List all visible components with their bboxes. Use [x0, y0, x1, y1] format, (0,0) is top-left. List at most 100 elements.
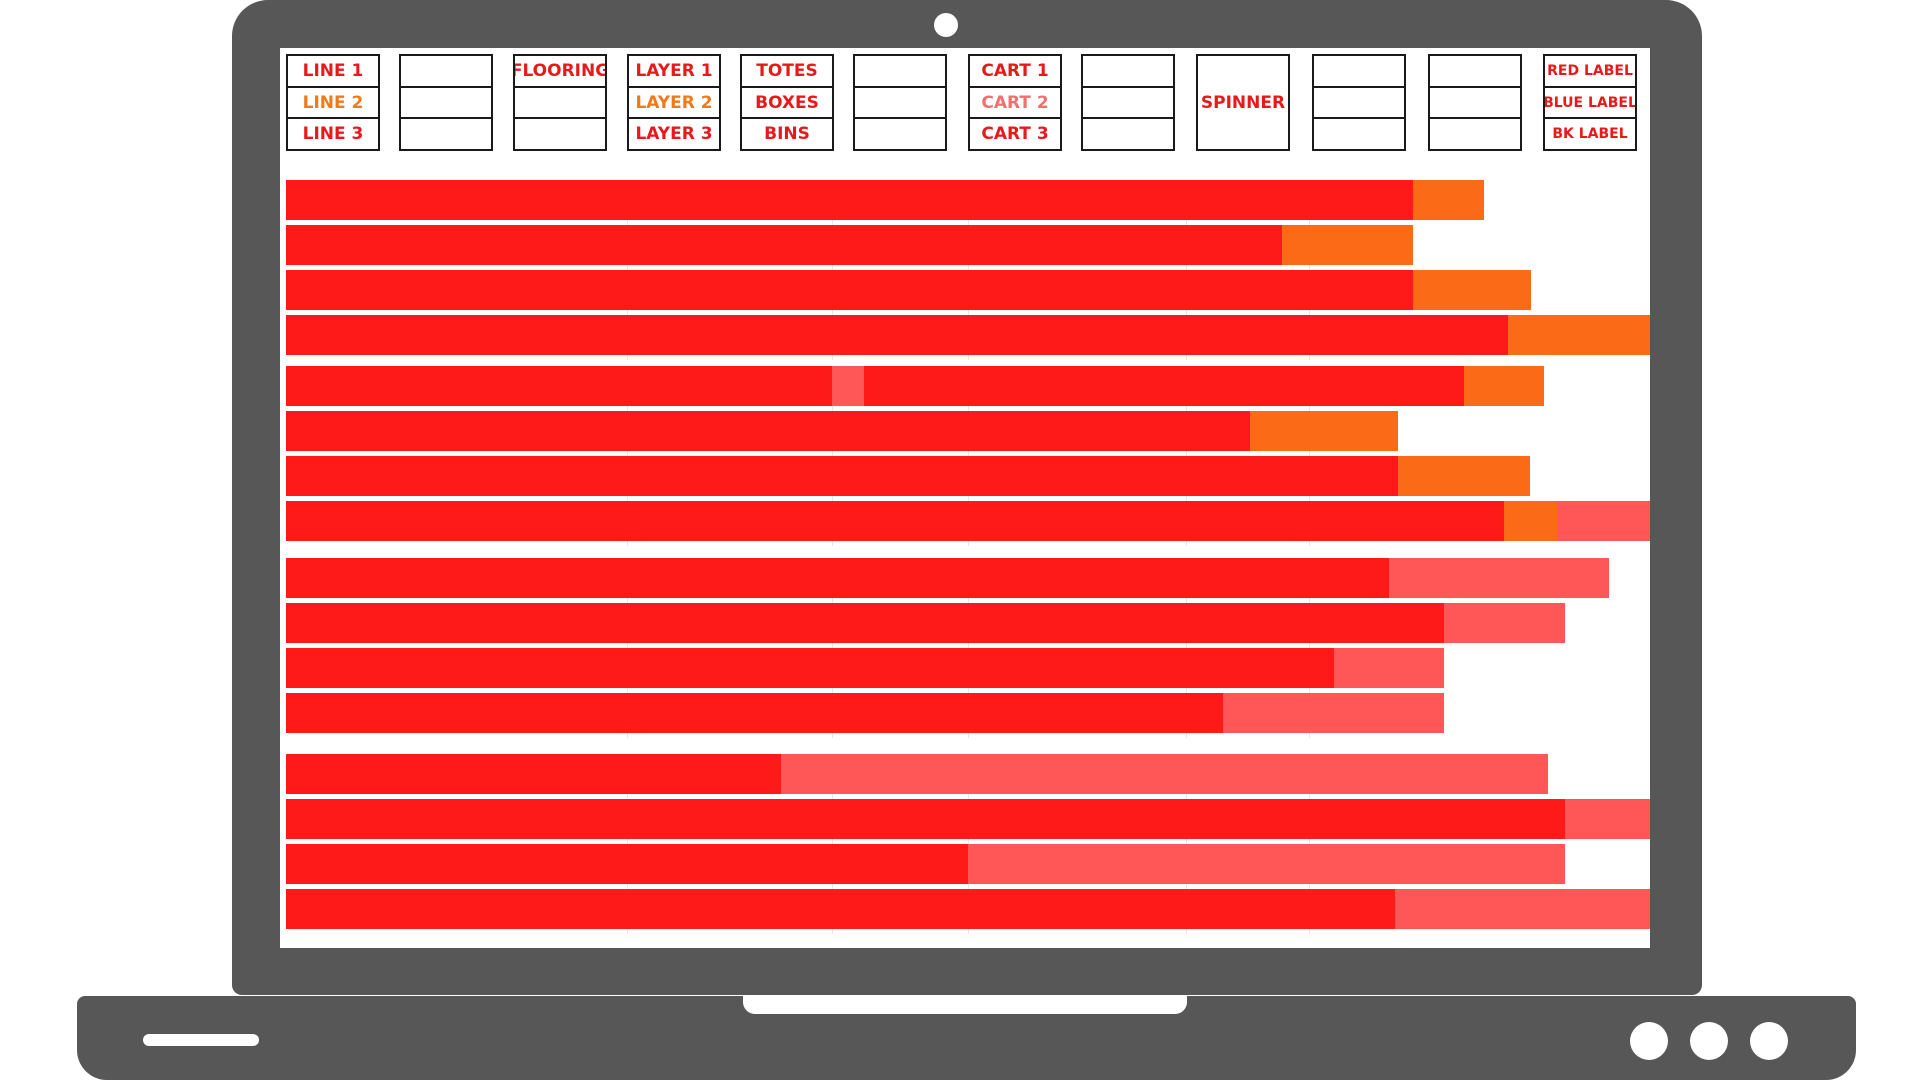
header-label: LINE 1 [288, 56, 378, 88]
progress-segment-salmon [1444, 603, 1566, 643]
progress-segment-red [286, 411, 1251, 451]
progress-segment-orange [1508, 315, 1650, 355]
progress-segment-red [286, 754, 782, 794]
header-empty-cell [515, 119, 605, 149]
header-empty-cell [1430, 119, 1520, 149]
header-empty-cell [1430, 56, 1520, 88]
indicator-dot-icon [1750, 1022, 1788, 1060]
header-empty-cell [515, 88, 605, 120]
header-label: LINE 3 [302, 124, 364, 145]
progress-segment-red [286, 603, 1445, 643]
progress-segment-red [286, 270, 1413, 310]
empty-box-3 [1081, 54, 1175, 151]
header-empty-cell [401, 56, 491, 88]
progress-segment-salmon [1223, 693, 1445, 733]
progress-segment-red [286, 366, 832, 406]
progress-segment-red [286, 693, 1224, 733]
progress-segment-orange [1250, 411, 1398, 451]
header-label: RED LABEL [1545, 56, 1635, 88]
webcam-icon [934, 13, 958, 37]
progress-row [286, 411, 1650, 451]
header-empty-cell [1198, 118, 1288, 149]
progress-segment-orange [1464, 366, 1544, 406]
header-label: LAYER 2 [629, 88, 719, 120]
labels-box: RED LABEL BLUE LABEL BK LABEL [1543, 54, 1637, 151]
header-label: CART 3 [981, 124, 1049, 145]
header-empty-cell [401, 119, 491, 149]
header-empty-cell [1314, 88, 1404, 120]
containers-box: TOTES BOXES BINS [740, 54, 834, 151]
vent-slot-icon [143, 1034, 259, 1046]
progress-segment-red [286, 315, 1509, 355]
header-label: SPINNER [1200, 92, 1286, 113]
header-label: CART 2 [970, 88, 1060, 120]
progress-segment-red [286, 456, 1398, 496]
header-empty-cell [855, 88, 945, 120]
progress-row [286, 603, 1650, 643]
header-empty-cell [1314, 119, 1404, 149]
progress-segment-orange [1412, 270, 1532, 310]
progress-row [286, 225, 1650, 265]
progress-segment-salmon [968, 844, 1566, 884]
header-label: LAYER 1 [629, 56, 719, 88]
progress-bars-area [280, 48, 1650, 948]
header-label: BK LABEL [1552, 126, 1628, 143]
carts-box: CART 1 CART 2 CART 3 [968, 54, 1062, 151]
progress-row [286, 754, 1650, 794]
progress-row [286, 648, 1650, 688]
progress-segment-salmon [1565, 799, 1650, 839]
progress-segment-salmon [831, 366, 865, 406]
header-empty-cell [1083, 88, 1173, 120]
progress-segment-red [286, 889, 1395, 929]
progress-row [286, 501, 1650, 541]
empty-box-1 [399, 54, 493, 151]
progress-segment-red [286, 648, 1334, 688]
progress-segment-salmon [1389, 558, 1610, 598]
progress-row [286, 799, 1650, 839]
progress-segment-orange [1397, 456, 1530, 496]
progress-row [286, 180, 1650, 220]
progress-segment-red [286, 225, 1282, 265]
progress-segment-salmon [1333, 648, 1445, 688]
flooring-box: FLOORING [513, 54, 607, 151]
progress-row [286, 844, 1650, 884]
progress-row [286, 889, 1650, 929]
header-label: BLUE LABEL [1545, 88, 1635, 120]
laptop-base [77, 996, 1856, 1080]
header-legend: LINE 1 LINE 2 LINE 3 FLOORING LAYER 1 LAYER 2… [286, 54, 1646, 154]
spinner-box: SPINNER [1196, 54, 1290, 151]
progress-segment-orange [1504, 501, 1558, 541]
header-label: TOTES [742, 56, 832, 88]
lines-box: LINE 1 LINE 2 LINE 3 [286, 54, 380, 151]
header-empty-cell [1430, 88, 1520, 120]
empty-box-4 [1312, 54, 1406, 151]
empty-box-2 [853, 54, 947, 151]
progress-segment-orange [1412, 180, 1484, 220]
lid-notch [743, 996, 1187, 1014]
progress-segment-red [286, 799, 1566, 839]
header-empty-cell [1314, 56, 1404, 88]
indicator-dot-icon [1630, 1022, 1668, 1060]
progress-segment-red [286, 501, 1505, 541]
empty-box-5 [1428, 54, 1522, 151]
header-label: CART 1 [970, 56, 1060, 88]
progress-segment-salmon [1394, 889, 1650, 929]
header-label: LAYER 3 [635, 124, 713, 145]
indicator-dot-icon [1690, 1022, 1728, 1060]
progress-row [286, 558, 1650, 598]
progress-row [286, 315, 1650, 355]
progress-segment-red [864, 366, 1465, 406]
progress-segment-red [286, 558, 1390, 598]
header-empty-cell [1083, 56, 1173, 88]
progress-segment-red [286, 844, 968, 884]
progress-row [286, 366, 1650, 406]
progress-segment-salmon [1557, 501, 1650, 541]
laptop-screen: LINE 1 LINE 2 LINE 3 FLOORING LAYER 1 LAYER 2… [280, 48, 1650, 948]
progress-row [286, 456, 1650, 496]
progress-row [286, 270, 1650, 310]
progress-row [286, 693, 1650, 733]
header-label: FLOORING [515, 56, 605, 88]
progress-segment-orange [1281, 225, 1413, 265]
progress-segment-salmon [781, 754, 1548, 794]
laptop-lid: LINE 1 LINE 2 LINE 3 FLOORING LAYER 1 LAYER 2… [232, 0, 1702, 995]
